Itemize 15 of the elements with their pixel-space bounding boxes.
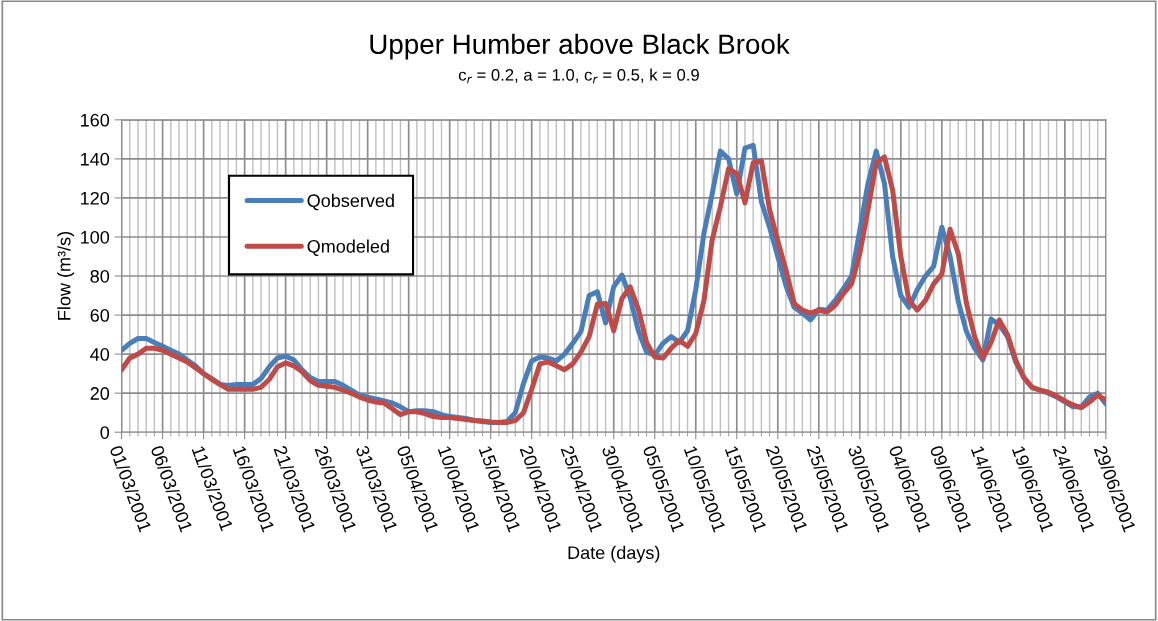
- chart-title: Upper Humber above Black Brook: [370, 33, 790, 60]
- chart-subtitle: c$_{r}$ = 0.2, a = 1.0, c$_{r}$ = 0.5, k = 0.9: [458, 68, 699, 84]
- x-axis-title: Date (days): [568, 545, 660, 563]
- y-tick-label: 160: [81, 113, 110, 127]
- y-tick-label: 60: [90, 309, 110, 322]
- legend-label: Qmodeled: [307, 239, 389, 257]
- y-tick-label: 120: [81, 191, 110, 205]
- y-tick-label: 40: [90, 348, 110, 361]
- y-tick-label: 80: [90, 269, 110, 283]
- legend-label: Qobserved: [307, 193, 394, 211]
- y-axis-title: Flow (m³/s): [57, 232, 75, 320]
- y-tick-label: 140: [81, 152, 110, 166]
- y-tick-label: 100: [81, 230, 110, 244]
- y-tick-label: 0: [100, 426, 110, 439]
- y-tick-label: 20: [90, 387, 110, 400]
